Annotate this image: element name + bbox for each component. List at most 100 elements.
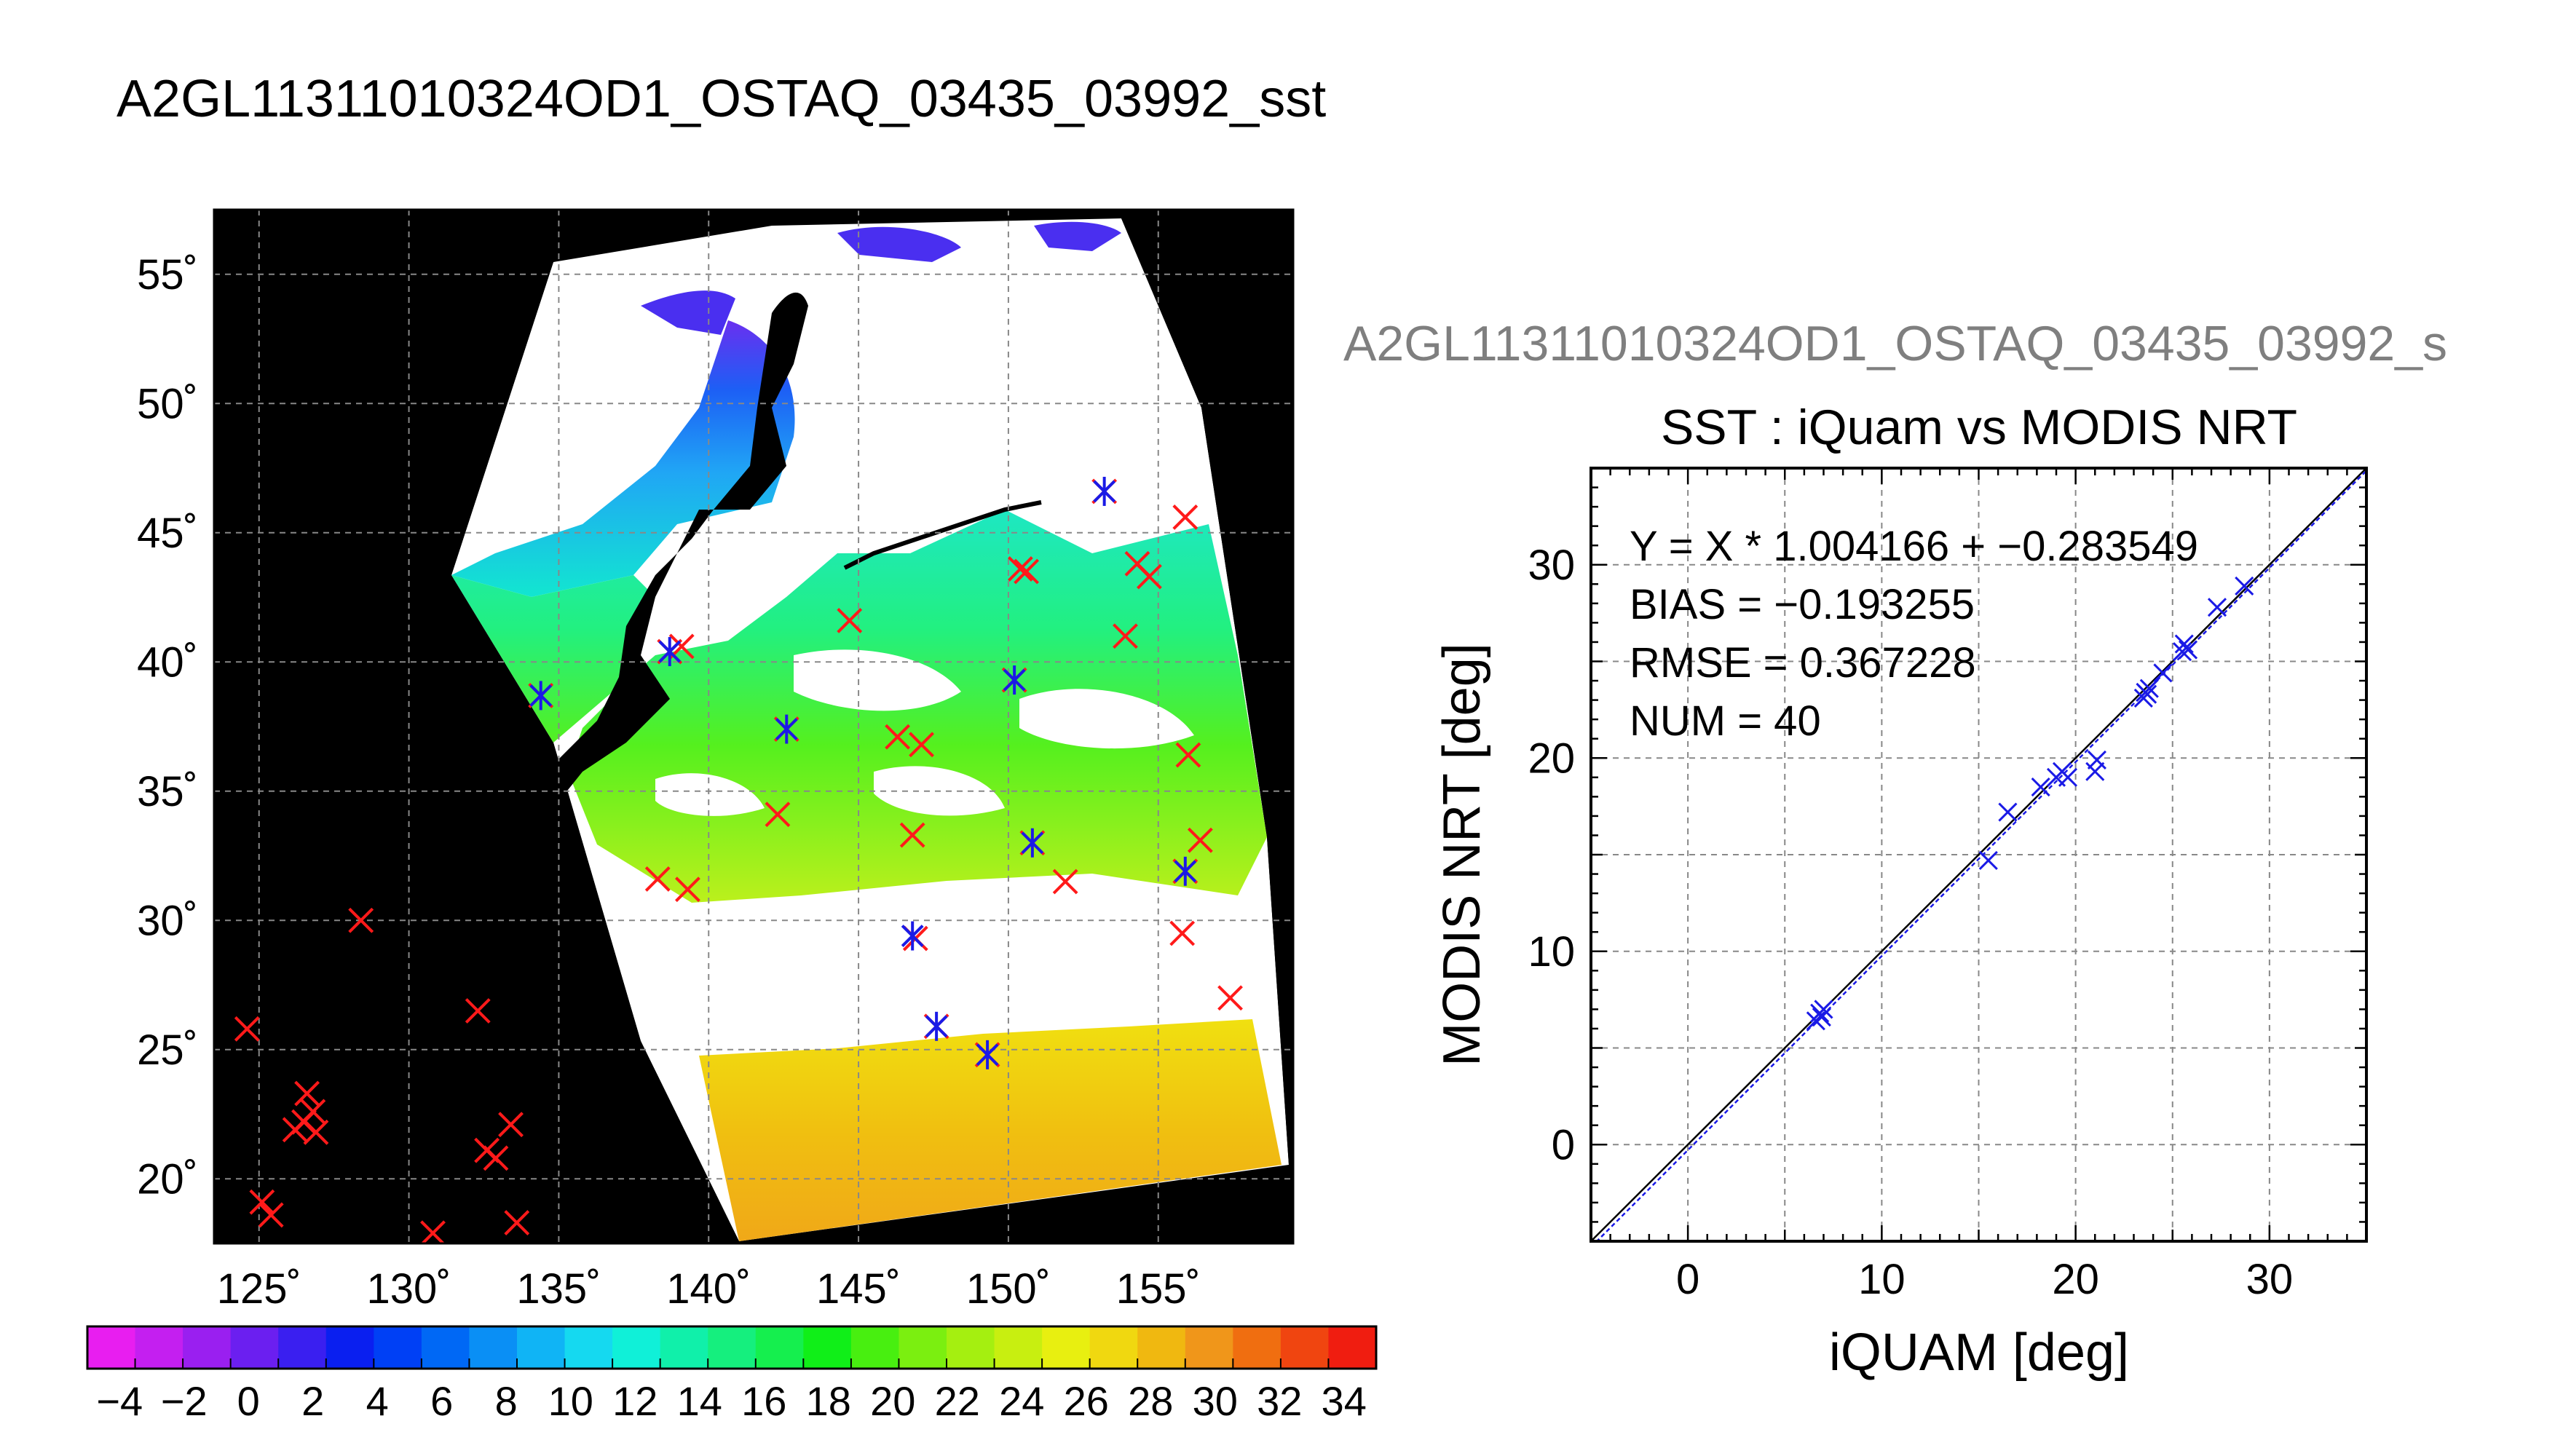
- y-tick-label: 0: [1552, 1121, 1575, 1168]
- sst-warm-region: [699, 1019, 1282, 1241]
- colorbar-tick-label: 30: [1193, 1378, 1238, 1424]
- scatter-header: A2GL11311010324OD1_OSTAQ_03435_03992_s: [1343, 316, 2447, 371]
- map-iquam-marker: [1172, 505, 1198, 530]
- colorbar-cell: [708, 1326, 757, 1369]
- colorbar-tick-label: 6: [430, 1378, 453, 1424]
- lat-tick-label: 25˚: [137, 1026, 198, 1074]
- scatter-points: [1806, 576, 2254, 1031]
- colorbar-frame: [86, 1325, 1378, 1370]
- map-frame: [213, 208, 1295, 1245]
- map-matchup-marker: [529, 681, 553, 711]
- map-panel: 125˚ 130˚ 135˚ 140˚ 145˚ 150˚ 155˚ 20˚ 25˚ 30˚ 35…: [137, 208, 1295, 1313]
- lon-tick-label: 145˚: [816, 1265, 901, 1313]
- map-iquam-marker: [249, 1189, 275, 1215]
- colorbar-cell: [1328, 1326, 1377, 1369]
- colorbar-tick-label: 10: [548, 1378, 593, 1424]
- sst-cold-north: [641, 221, 1121, 335]
- colorbar-tick-label: 22: [935, 1378, 980, 1424]
- map-iquam-marker: [420, 1220, 446, 1243]
- map-matchup-marker: [925, 1011, 948, 1041]
- map-iquam-marker: [348, 907, 374, 933]
- colorbar-cell: [230, 1326, 280, 1369]
- scatter-point: [2173, 642, 2192, 662]
- y-axis-label: MODIS NRT [deg]: [1433, 643, 1491, 1067]
- colorbar-cell: [1233, 1326, 1282, 1369]
- colorbar-tick-label: 34: [1322, 1378, 1367, 1424]
- colorbar-labels: −4 −2 0 2 4 6 8 10 12 14 16 18 20 22 24 26 28 30 32 34: [96, 1378, 1367, 1424]
- sst-mid-clouds: [655, 649, 1194, 816]
- map-iquam-marker: [899, 822, 925, 848]
- colorbar-tick-label: 4: [366, 1378, 389, 1424]
- colorbar: −4 −2 0 2 4 6 8 10 12 14 16 18 20 22 24 26 28 30 32 34: [86, 1325, 1378, 1424]
- map-iquam-marker: [644, 866, 671, 892]
- lon-tick-label: 130˚: [367, 1265, 451, 1313]
- colorbar-cell: [421, 1326, 470, 1369]
- map-iquam-marker: [765, 802, 791, 828]
- colorbar-cell: [660, 1326, 709, 1369]
- colorbar-cell: [1185, 1326, 1234, 1369]
- colorbar-tick-label: 24: [999, 1378, 1044, 1424]
- scatter-point: [2153, 663, 2173, 683]
- lat-tick-label: 40˚: [137, 638, 198, 686]
- lat-tick-label: 30˚: [137, 897, 198, 944]
- map-matchup-marker: [1093, 476, 1116, 506]
- y-tick-label: 10: [1528, 928, 1575, 976]
- stats-num: NUM = 40: [1630, 697, 1821, 745]
- colorbar-cell: [374, 1326, 422, 1369]
- lat-tick-label: 35˚: [137, 768, 198, 815]
- y-tick-label: 20: [1528, 735, 1575, 782]
- colorbar-cell: [850, 1326, 900, 1369]
- map-iquam-marker: [1217, 985, 1243, 1011]
- scatter-point: [2207, 598, 2227, 617]
- colorbar-cells: [87, 1326, 1377, 1369]
- map-iquam-marker: [303, 1119, 329, 1145]
- colorbar-cell: [183, 1326, 232, 1369]
- land-kamchatka: [1121, 210, 1293, 1165]
- land-kuril-arc: [843, 500, 1042, 570]
- map-points: [234, 476, 1243, 1243]
- map-matchup-marker: [658, 637, 682, 667]
- land-asia: [214, 210, 739, 1243]
- lat-tick-label: 50˚: [137, 380, 198, 427]
- x-tick-label: 30: [2246, 1256, 2294, 1303]
- stats-fit: Y = X * 1.004166 + −0.283549: [1630, 523, 2198, 570]
- colorbar-tick-label: 18: [806, 1378, 851, 1424]
- colorbar-tick-label: 2: [301, 1378, 324, 1424]
- map-lon-ticks: 125˚ 130˚ 135˚ 140˚ 145˚ 150˚ 155˚: [217, 1265, 1201, 1313]
- scatter-point: [2087, 750, 2106, 769]
- colorbar-tick-label: 0: [237, 1378, 260, 1424]
- lat-tick-label: 20˚: [137, 1155, 198, 1203]
- map-iquam-marker: [1175, 742, 1201, 768]
- colorbar-cell: [1280, 1326, 1330, 1369]
- colorbar-cell: [994, 1326, 1043, 1369]
- map-iquam-marker: [1169, 920, 1196, 946]
- map-matchup-marker: [775, 714, 798, 744]
- scatter-point: [2031, 778, 2050, 797]
- map-matchup-marker: [901, 921, 924, 951]
- scatter-ticks: [1591, 468, 2366, 1241]
- lon-tick-label: 125˚: [217, 1265, 301, 1313]
- map-iquam-marker: [909, 732, 934, 758]
- x-tick-label: 10: [1858, 1256, 1906, 1303]
- map-iquam-marker: [294, 1080, 320, 1107]
- map-grid: [214, 210, 1293, 1243]
- map-iquam-marker: [498, 1112, 524, 1138]
- colorbar-cell: [803, 1326, 852, 1369]
- map-iquam-marker: [1187, 827, 1213, 853]
- scatter-point: [1998, 802, 2018, 822]
- colorbar-cell: [947, 1326, 995, 1369]
- map-iquam-marker: [1007, 556, 1033, 582]
- colorbar-cell: [1089, 1326, 1139, 1369]
- map-matchup-marker: [1003, 665, 1026, 695]
- scatter-y-tick-labels: 0 10 20 30: [1528, 542, 1575, 1169]
- colorbar-cell: [135, 1326, 183, 1369]
- scatter-point: [1814, 1000, 1833, 1019]
- lon-tick-label: 155˚: [1116, 1265, 1201, 1313]
- colorbar-tick-label: 26: [1064, 1378, 1109, 1424]
- x-tick-label: 20: [2052, 1256, 2099, 1303]
- colorbar-tick-label: 28: [1128, 1378, 1173, 1424]
- scatter-point: [2178, 640, 2198, 660]
- colorbar-cell: [469, 1326, 518, 1369]
- scatter-point: [1978, 850, 1998, 871]
- y-tick-label: 30: [1528, 542, 1575, 589]
